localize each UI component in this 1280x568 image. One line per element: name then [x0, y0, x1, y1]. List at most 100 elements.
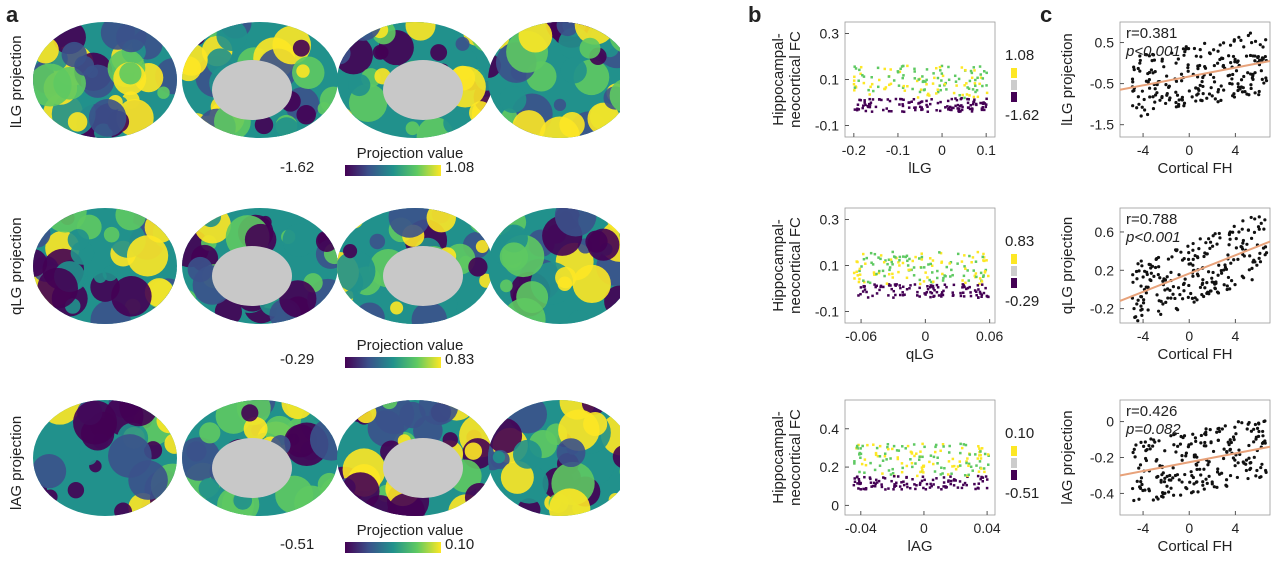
scatter-point: [1216, 87, 1221, 92]
scatter-point: [1232, 38, 1236, 42]
scatter-point: [959, 109, 962, 113]
scatter-point: [928, 286, 932, 289]
scatter-point: [1239, 245, 1243, 249]
scatter-point: [882, 108, 885, 112]
scatter-point: [964, 68, 967, 72]
scatter-point: [1159, 480, 1163, 484]
scatter-point: [1228, 448, 1232, 452]
scatter-point: [1207, 92, 1212, 96]
scatter-point: [1135, 106, 1139, 110]
scatter-point: [1194, 462, 1198, 466]
scatter-point: [952, 106, 955, 110]
scatter-point: [983, 452, 987, 456]
scatter-point: [925, 482, 929, 486]
scatter-point: [943, 83, 946, 87]
scatter-point: [911, 465, 914, 469]
scatter-point: [901, 255, 905, 258]
scatter-point: [900, 481, 903, 484]
scatter-point: [961, 291, 965, 294]
scatter-point: [1174, 450, 1178, 454]
scatter-point: [973, 82, 977, 85]
scatter-point: [1191, 263, 1195, 267]
scatter-point: [945, 88, 948, 91]
scatter-point: [1222, 283, 1226, 287]
scatter-point: [1218, 57, 1222, 62]
scatter-point: [985, 294, 989, 298]
scatter-point: [956, 252, 960, 256]
scatter-point: [1155, 257, 1159, 261]
scatter-point: [1169, 434, 1173, 438]
stat-p: p=0.082: [1125, 421, 1181, 438]
scatter-point: [1136, 66, 1140, 71]
scatter-point: [1239, 85, 1244, 89]
scatter-point: [1157, 299, 1161, 303]
scatter-point: [858, 277, 861, 281]
scatter-point: [1202, 444, 1206, 448]
scatter-point: [1219, 98, 1223, 102]
scatter-point: [1196, 268, 1200, 272]
scatter-point: [969, 291, 972, 294]
scatter-point: [1169, 478, 1173, 482]
scatter-point: [1230, 65, 1234, 69]
scatter-point: [978, 450, 981, 454]
scatter-point: [1256, 434, 1261, 438]
scatter-point: [921, 455, 924, 459]
scatter-point: [1165, 474, 1169, 479]
scatter-point: [857, 477, 861, 481]
scatter-point: [1253, 59, 1257, 63]
scatter-point: [933, 294, 936, 298]
scatter-point: [1215, 470, 1220, 474]
panel-b-letter: b: [748, 2, 762, 27]
scatter-point: [925, 103, 928, 107]
scatter-point: [886, 443, 890, 446]
scatter-point: [932, 455, 936, 459]
scatter-point: [1143, 108, 1147, 112]
scatter-point: [1136, 319, 1140, 323]
scatter-point: [953, 478, 956, 481]
x-tick-label: 0: [920, 520, 928, 536]
scatter-point: [948, 108, 952, 112]
scatter-point: [884, 259, 887, 262]
scatter-point: [926, 105, 929, 109]
scatter-point: [908, 268, 912, 272]
scatter-point: [1187, 283, 1191, 288]
scatter-point: [889, 457, 892, 460]
scatter-point: [856, 103, 860, 106]
y-axis-label: neocortical FC: [787, 409, 804, 506]
scatter-point: [1247, 443, 1251, 448]
stat-r: r=0.426: [1126, 403, 1177, 420]
scatter-point: [883, 274, 886, 278]
scatter-point: [934, 66, 938, 70]
scatter-point: [1186, 244, 1190, 248]
panel-a-letter: a: [6, 2, 19, 27]
scatter-point: [965, 93, 969, 96]
scatter-point: [967, 473, 970, 477]
scatter-point: [978, 65, 982, 68]
scatter-point: [910, 268, 913, 272]
scatter-point: [902, 98, 905, 102]
scatter-point: [1151, 71, 1155, 75]
scatter-point: [853, 86, 857, 89]
scatter-point: [1192, 482, 1196, 486]
colorbar-max: 1.08: [445, 159, 475, 176]
scatter-point: [1175, 248, 1179, 252]
scatter-point: [936, 76, 940, 80]
scatter-point: [975, 275, 978, 279]
scatter-point: [1160, 464, 1164, 468]
scatter-point: [923, 478, 926, 482]
scatter-point: [1165, 91, 1169, 96]
scatter-point: [1187, 443, 1191, 447]
scatter-point: [944, 106, 947, 109]
scatter-point: [918, 278, 922, 282]
scatter-point: [907, 269, 911, 272]
scatter-point: [968, 452, 971, 455]
scatter-point: [931, 284, 935, 288]
scatter-point: [965, 287, 968, 291]
scatter-point: [970, 260, 973, 264]
scatter-point: [1159, 299, 1163, 303]
scatter-point: [1147, 469, 1151, 473]
scatter-point: [1153, 100, 1157, 104]
scatter-point: [1205, 281, 1209, 285]
scatter-point: [961, 93, 964, 97]
scatter-point: [1251, 77, 1255, 81]
